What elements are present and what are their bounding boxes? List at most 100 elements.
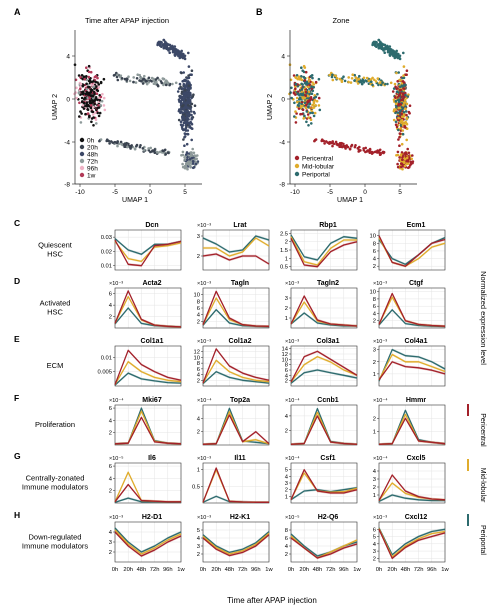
y-tick-label: 0.03 <box>101 235 112 241</box>
legend-label: 0h <box>87 137 95 144</box>
plot-title: Tagln <box>231 280 249 287</box>
umap-cell-point <box>81 77 85 81</box>
umap-cell-point <box>365 76 369 80</box>
umap-cell-point <box>370 80 373 84</box>
series-line <box>290 469 358 500</box>
expression-plot: Tagln2 ×10⁻³ 1 2 3 <box>285 280 358 329</box>
umap-cell-point <box>79 85 82 88</box>
umap-cell-point <box>181 111 185 114</box>
umap-cell-point <box>123 77 127 81</box>
expression-plot: Dcn 0.01 0.02 0.03 <box>101 222 182 271</box>
plot-title: Col3a1 <box>317 338 340 345</box>
umap-cell-point <box>182 138 185 141</box>
umap-cell-point <box>398 156 401 159</box>
umap-cell-point <box>84 112 87 116</box>
x-tick-label: 72h <box>238 567 248 573</box>
plot-frame <box>378 229 446 271</box>
series-line <box>203 237 270 257</box>
umap-cell-point <box>77 74 81 77</box>
y-tick-label: 2 <box>285 379 288 385</box>
umap-cell-point <box>300 75 303 78</box>
umap-cell-point <box>290 86 293 90</box>
umap-cell-point <box>152 79 156 83</box>
umap-cell-point <box>132 76 135 79</box>
umap-cell-point <box>187 122 191 126</box>
expression-plot: Col1a1 0.005 0.01 <box>97 338 182 387</box>
umap-cell-point <box>307 85 310 89</box>
umap-cell-point <box>314 95 318 99</box>
y-tick-label: 4 <box>373 257 377 263</box>
umap-a-ticks: -10 -5 0 5 4 0 -4 -8 <box>64 54 187 197</box>
y-tick-label: 0.01 <box>101 264 112 270</box>
legend-label: Mid-lobular <box>479 468 486 503</box>
plot-frame <box>114 287 182 329</box>
plot-scale-label: ×10⁻³ <box>109 515 123 521</box>
series-line <box>114 483 181 503</box>
umap-cell-point <box>401 132 405 136</box>
umap-cell-point <box>187 74 190 77</box>
umap-cell-point <box>86 108 90 112</box>
plot-frame <box>290 229 358 271</box>
series-line <box>290 415 358 445</box>
umap-cell-point <box>162 38 165 42</box>
expression-plot: Ecm1 24 6 810 <box>370 222 446 271</box>
plot-scale-label: ×10⁻³ <box>285 339 299 345</box>
umap-cell-point <box>399 119 403 123</box>
plot-title: Ecm1 <box>407 222 426 229</box>
umap-cell-point <box>164 83 168 87</box>
umap-cell-point <box>317 104 321 107</box>
y-tick-label: 10 <box>370 290 376 296</box>
umap-cell-point <box>120 142 123 146</box>
legend-swatch <box>294 155 300 161</box>
x-tick-label: 20h <box>299 567 309 573</box>
umap-cell-point <box>179 120 183 124</box>
umap-cell-point <box>184 92 187 95</box>
umap-cell-point <box>312 83 316 86</box>
umap-cell-point <box>167 151 170 155</box>
umap-cell-point <box>78 101 81 105</box>
umap-cell-point <box>189 126 192 129</box>
series-line <box>202 531 270 554</box>
umap-cell-point <box>159 44 162 47</box>
umap-cell-point <box>185 106 189 109</box>
y-tick-label: 0.5 <box>192 484 200 490</box>
umap-cell-point <box>403 98 407 102</box>
x-tick-label: 48h <box>225 567 235 573</box>
umap-cell-point <box>334 140 338 144</box>
umap-y-tick-label: 4 <box>281 54 285 61</box>
umap-cell-point <box>166 47 169 51</box>
series-line <box>202 532 270 555</box>
y-tick-label: 10 <box>370 234 376 240</box>
plot-title: Dcn <box>145 222 158 229</box>
umap-y-tick-label: -8 <box>64 182 70 189</box>
umap-cell-point <box>362 76 366 80</box>
umap-cell-point <box>96 76 99 80</box>
umap-cell-point <box>404 120 407 124</box>
row-letter: C <box>14 218 20 228</box>
umap-cell-point <box>192 151 196 155</box>
legend-swatch <box>294 163 300 169</box>
legend-label: Periportal <box>302 171 330 178</box>
umap-cell-point <box>183 88 187 92</box>
umap-cell-point <box>395 154 398 157</box>
umap-cell-point <box>294 82 298 86</box>
umap-cell-point <box>120 77 124 80</box>
umap-cell-point <box>184 153 188 156</box>
y-tick-label: 4 <box>373 311 377 317</box>
umap-cell-point <box>292 92 296 95</box>
legend-swatch <box>79 172 85 178</box>
expression-plot: Ccnb1 ×10⁻⁴ 2 4 <box>285 397 358 446</box>
umap-cell-point <box>109 140 113 143</box>
umap-cell-point <box>96 111 99 115</box>
umap-cell-point <box>184 127 188 130</box>
umap-cell-point <box>399 129 403 132</box>
umap-cell-point <box>331 140 335 143</box>
umap-cell-point <box>371 76 374 80</box>
umap-cell-point <box>173 45 177 48</box>
plot-frame <box>378 404 446 446</box>
plot-frame <box>290 345 358 387</box>
umap-cell-point <box>123 142 126 146</box>
umap-cell-point <box>304 90 308 94</box>
umap-cell-point <box>89 94 92 97</box>
